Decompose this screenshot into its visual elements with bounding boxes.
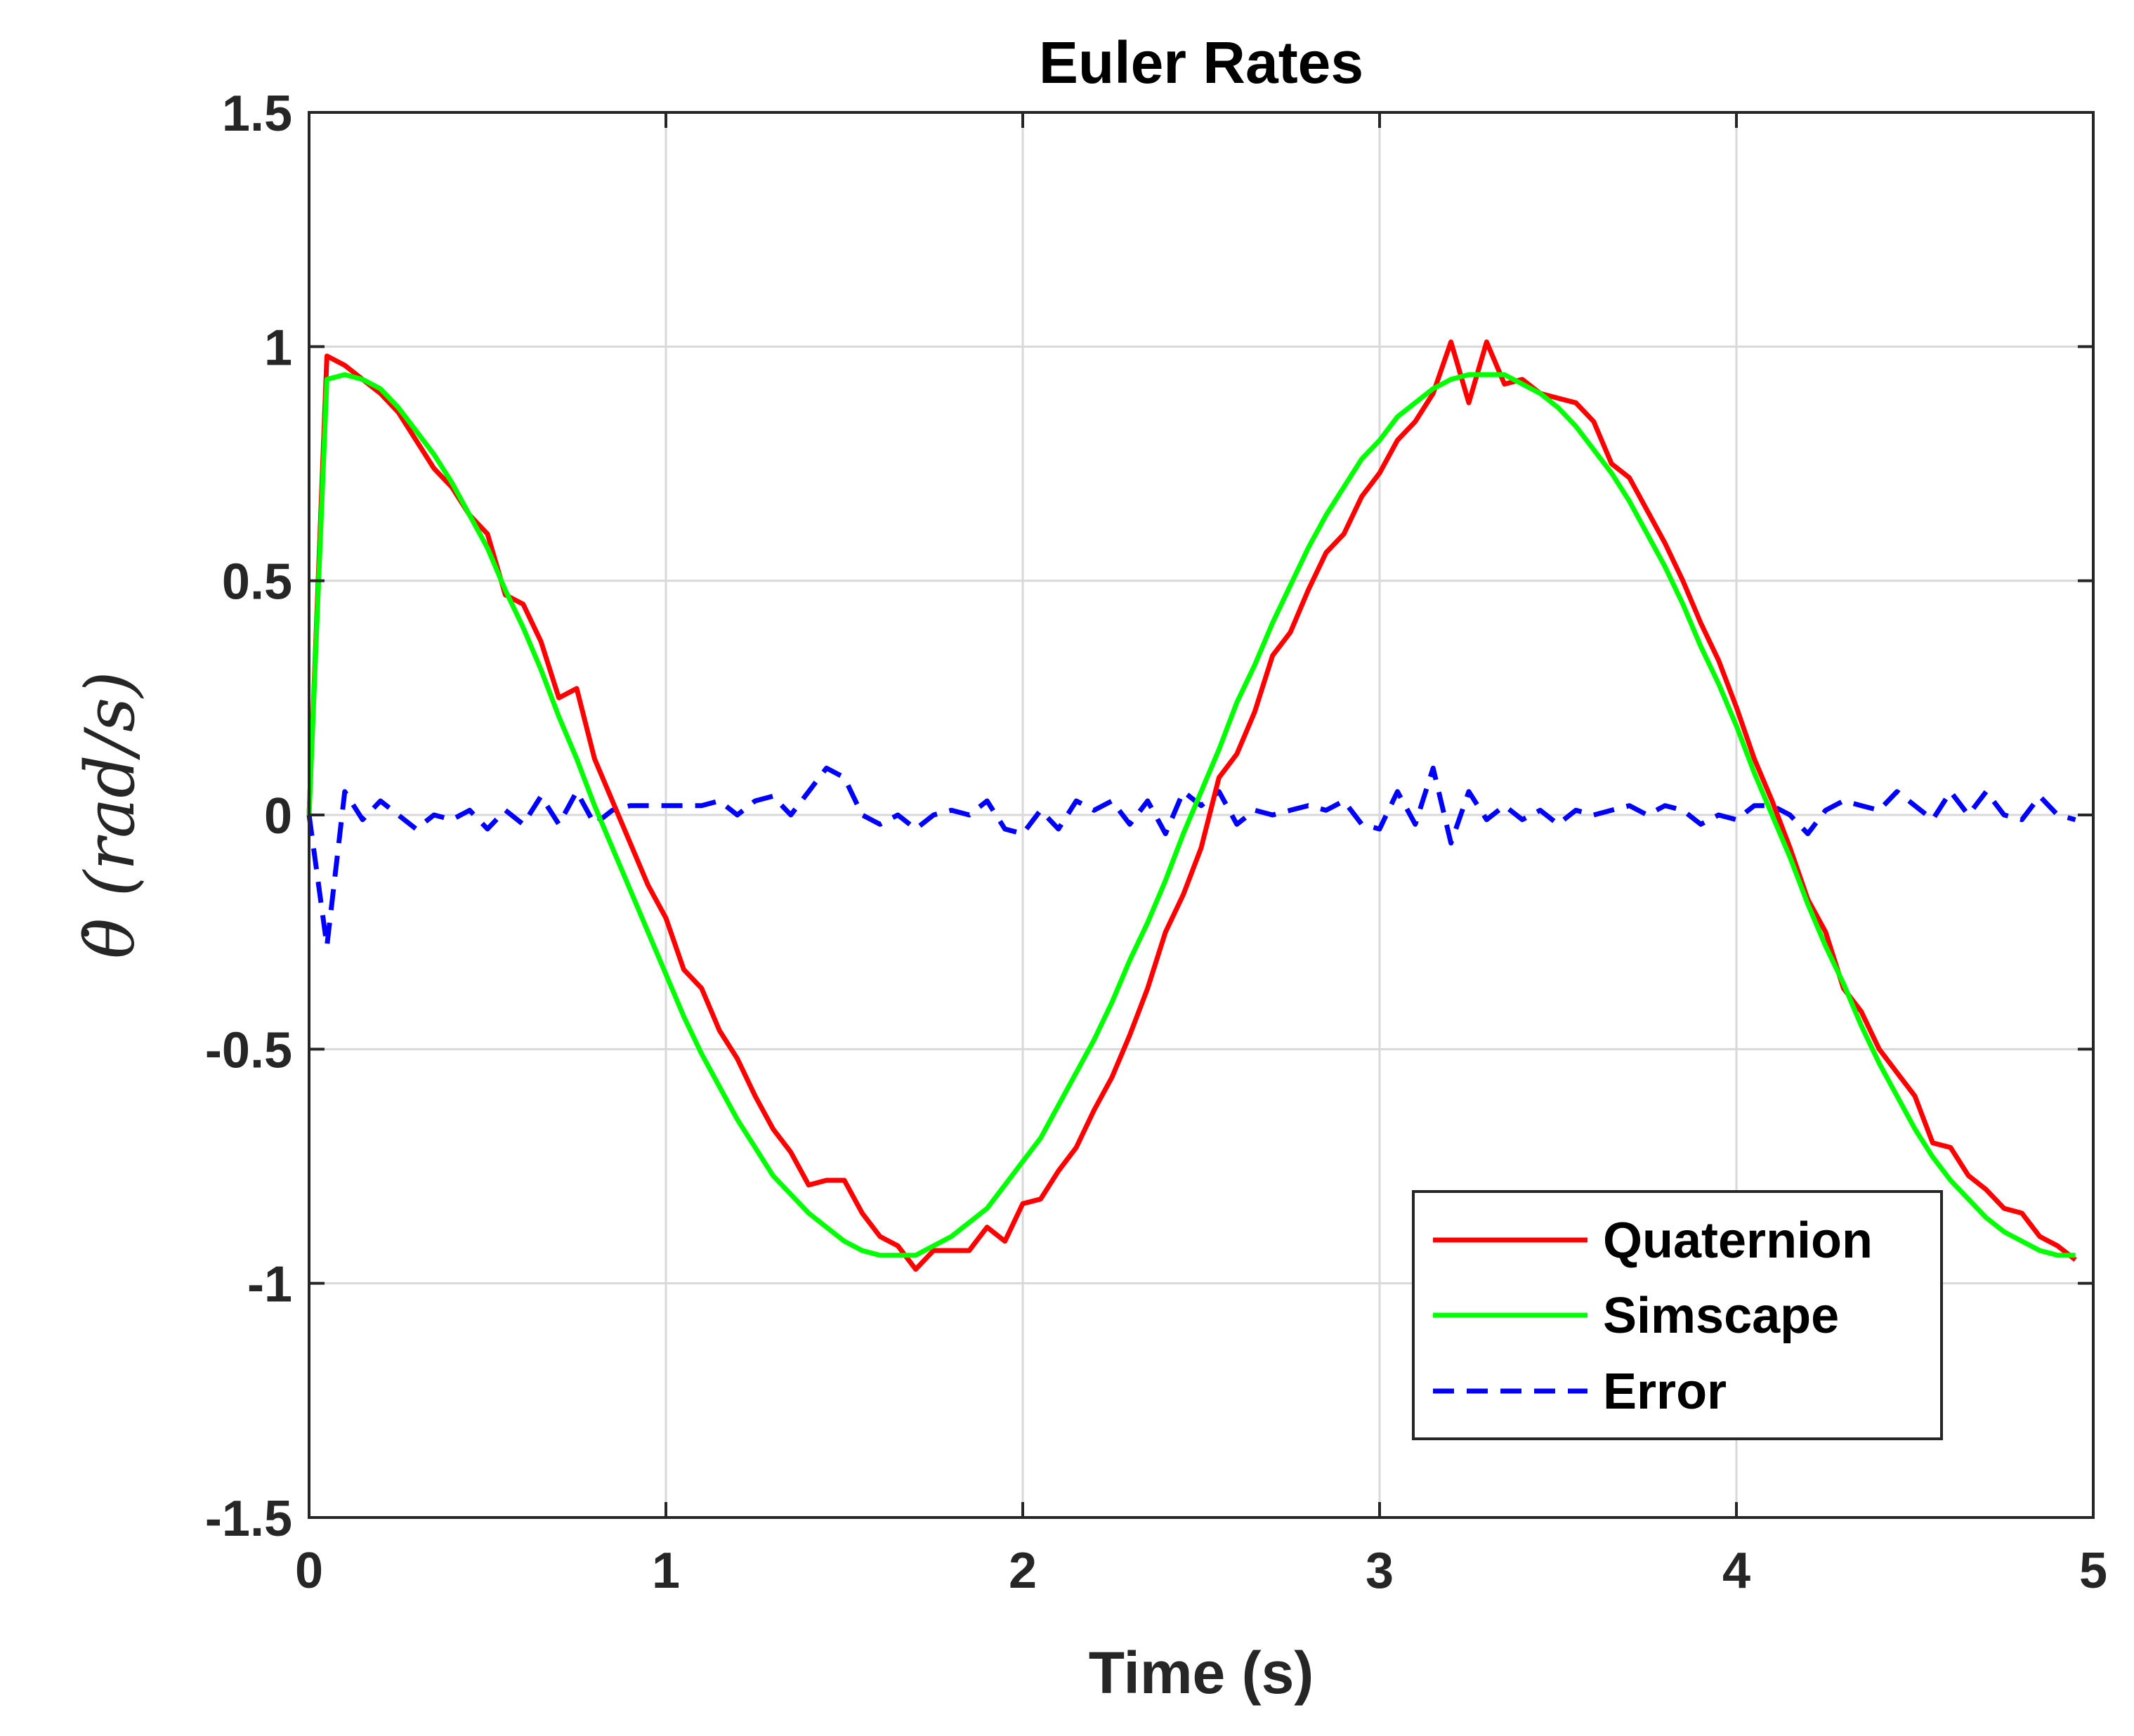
x-tick-labels: 0 1 2 3 4 5 xyxy=(295,1543,2107,1599)
legend-label-quaternion: Quaternion xyxy=(1603,1213,1873,1269)
series-line-quaternion xyxy=(306,339,2077,1272)
legend-label-simscape: Simscape xyxy=(1603,1288,1839,1344)
x-tick-label: 1 xyxy=(652,1543,680,1599)
x-tick-label: 4 xyxy=(1722,1543,1750,1599)
y-axis-label: θ̇ (rad/s) xyxy=(71,671,150,958)
x-tick-label: 3 xyxy=(1366,1543,1394,1599)
series-lines xyxy=(306,339,2077,1272)
x-tick-label: 2 xyxy=(1009,1543,1037,1599)
chart-title: Euler Rates xyxy=(1039,30,1363,96)
legend: Quaternion Simscape Error xyxy=(1412,1190,1943,1440)
tick-marks xyxy=(308,111,2095,1519)
legend-label-error: Error xyxy=(1603,1364,1727,1420)
y-tick-labels: 1.5 1 0.5 0 -0.5 -1 -1.5 xyxy=(205,86,292,1547)
series-line-simscape xyxy=(306,372,2076,1258)
x-tick-label: 0 xyxy=(295,1543,323,1599)
y-tick-label: 0.5 xyxy=(222,554,292,611)
y-tick-label: -0.5 xyxy=(205,1022,292,1078)
y-tick-label: 1.5 xyxy=(222,86,292,142)
y-tick-label: -1.5 xyxy=(205,1491,292,1547)
x-axis-label: Time (s) xyxy=(1089,1640,1314,1706)
y-tick-label: 0 xyxy=(264,788,292,844)
series-line-error xyxy=(306,765,2076,949)
x-tick-label: 5 xyxy=(2079,1543,2107,1599)
y-tick-label: 1 xyxy=(264,320,292,376)
y-tick-label: -1 xyxy=(247,1257,292,1313)
